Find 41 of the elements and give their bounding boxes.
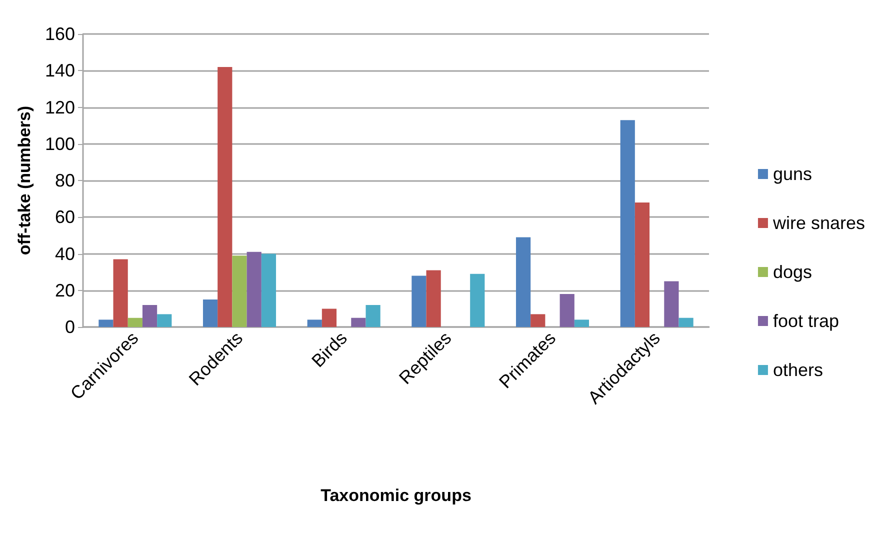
y-tick-label: 0 <box>64 317 75 337</box>
bar <box>232 256 247 327</box>
bar <box>113 259 128 327</box>
bar <box>202 300 218 327</box>
legend-label: guns <box>772 164 812 184</box>
bar <box>351 318 366 327</box>
bar <box>157 314 172 327</box>
bar <box>620 120 635 327</box>
y-tick-label: 160 <box>44 24 75 44</box>
bar <box>307 320 322 327</box>
bar <box>634 202 650 327</box>
bar <box>322 308 337 327</box>
bar <box>530 314 546 327</box>
bar <box>664 281 679 327</box>
bar <box>678 318 694 327</box>
bar <box>128 318 142 327</box>
bar <box>574 320 590 327</box>
legend-label: others <box>772 360 823 380</box>
bar <box>261 254 276 327</box>
bar <box>218 66 232 327</box>
legend-label: foot trap <box>772 311 840 331</box>
y-tick-label: 20 <box>54 280 75 300</box>
bar <box>246 252 262 327</box>
x-axis-title: Taxonomic groups <box>320 486 472 505</box>
bar <box>470 274 485 327</box>
y-tick-label: 120 <box>44 97 75 118</box>
bar <box>98 320 114 327</box>
y-axis-title: off-take (numbers) <box>15 106 34 256</box>
bar <box>142 305 158 327</box>
y-tick-label: 40 <box>54 244 75 264</box>
bar <box>560 294 574 327</box>
legend-label: wire snares <box>772 213 865 233</box>
bar <box>426 270 441 327</box>
bar <box>412 276 426 327</box>
bar <box>366 305 380 327</box>
y-tick-label: 60 <box>54 207 75 228</box>
bar <box>516 237 531 327</box>
legend-label: dogs <box>772 262 812 282</box>
y-tick-label: 100 <box>44 134 75 154</box>
y-tick-label: 80 <box>54 170 75 190</box>
y-tick-label: 140 <box>44 60 75 81</box>
